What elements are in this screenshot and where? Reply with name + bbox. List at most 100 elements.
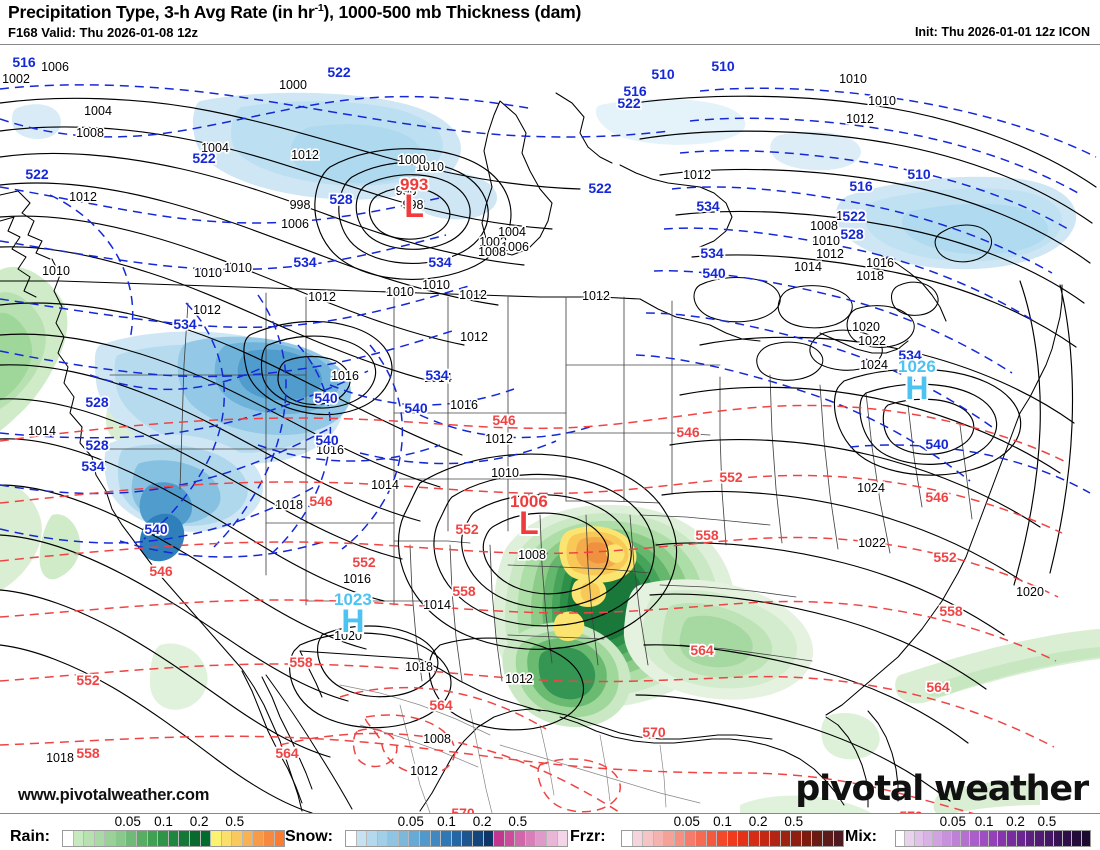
legend-swatch-mix-17 [1053, 831, 1064, 846]
legend-swatch-snow-13 [483, 831, 495, 846]
legend-swatch-frzr-14 [770, 831, 781, 846]
legend-tick-snow-0.5: 0.5 [508, 814, 528, 829]
legend-swatch-mix-1 [905, 831, 915, 846]
low-993-symbol: L [404, 188, 424, 224]
legend-swatch-rain-6 [126, 831, 138, 846]
thickness-cold-contours [0, 84, 1097, 558]
low-1006-symbol: L [519, 505, 539, 541]
legend-ticks-snow: 0.05 0.1 0.2 0.5 [345, 814, 568, 829]
precip-snow-shading [12, 92, 1077, 562]
legend-swatch-frzr-16 [791, 831, 802, 846]
legend-swatch-snow-6 [409, 831, 421, 846]
legend-label-frzr: Frzr: [570, 828, 606, 845]
legend-swatch-frzr-19 [822, 831, 834, 846]
legend-colorbar-rain[interactable] [62, 830, 285, 847]
legend-swatch-mix-15 [1035, 831, 1045, 846]
legend-swatch-frzr-2 [643, 831, 654, 846]
high-1023-symbol: H [341, 603, 365, 639]
legend-tick-snow-0.1: 0.1 [437, 814, 456, 829]
legend-swatch-snow-18 [536, 831, 547, 846]
legend-swatch-frzr-4 [664, 831, 675, 846]
legend-tick-snow-0.2: 0.2 [472, 814, 492, 829]
high-1026-value: 1026 [898, 357, 936, 376]
legend-swatch-rain-7 [137, 831, 148, 846]
legend-label-mix: Mix: [845, 828, 877, 845]
legend-swatch-mix-13 [1016, 831, 1026, 846]
legend-swatch-mix-9 [979, 831, 989, 846]
legend-swatch-frzr-12 [748, 831, 760, 846]
legend-tick-rain-0.05: 0.05 [114, 814, 141, 829]
legend-swatch-rain-3 [94, 831, 106, 846]
low-center-993[interactable]: 993 L [400, 176, 428, 224]
legend-swatch-rain-0 [63, 831, 74, 846]
legend-swatch-frzr-9 [717, 831, 728, 846]
legend-swatch-mix-0 [896, 831, 906, 846]
legend-tick-mix-0.2: 0.2 [1006, 814, 1025, 829]
legend-tick-mix-0.5: 0.5 [1037, 814, 1057, 829]
legend-swatch-rain-14 [211, 831, 222, 846]
high-1023-value: 1023 [334, 590, 372, 609]
legend-swatch-rain-20 [274, 831, 285, 846]
legend-tick-snow-0.05: 0.05 [397, 814, 424, 829]
legend-swatch-snow-17 [525, 831, 537, 846]
map-canvas[interactable]: 993 L 1006 L 1026 H 1023 H 1002 1006 1004… [0, 44, 1100, 814]
legend-group-rain[interactable]: Rain: 0.05 0.1 0.2 0.5 [10, 814, 291, 850]
legend-label-snow: Snow: [285, 828, 333, 845]
init-time-label: Init: Thu 2026-01-01 12z ICON [914, 25, 1090, 39]
legend-swatch-mix-3 [923, 831, 934, 846]
legend-swatch-snow-4 [388, 831, 399, 846]
legend-swatch-frzr-6 [685, 831, 697, 846]
valid-time-label: F168 Valid: Thu 2026-01-08 12z [8, 25, 199, 40]
legend-swatch-rain-15 [221, 831, 233, 846]
legend-swatch-mix-19 [1072, 831, 1082, 846]
legend-tick-rain-0.2: 0.2 [189, 814, 209, 829]
legend-swatch-frzr-0 [622, 831, 633, 846]
legend-swatch-rain-4 [105, 831, 116, 846]
isobar-contours [0, 95, 1097, 813]
thickness-warm-contours [0, 404, 1069, 813]
legend-group-frzr[interactable]: Frzr: 0.05 0.1 0.2 0.5 [570, 814, 850, 850]
legend-swatch-mix-6 [951, 831, 961, 846]
high-center-1026[interactable]: 1026 H [898, 357, 936, 404]
legend-swatch-frzr-8 [706, 831, 718, 846]
legend-swatch-mix-4 [933, 831, 943, 846]
legend-swatch-snow-16 [515, 831, 526, 846]
legend-swatch-mix-12 [1007, 831, 1017, 846]
map-geography [0, 92, 1063, 813]
legend-swatch-mix-14 [1025, 831, 1036, 846]
legend-swatch-rain-5 [115, 831, 127, 846]
legend-swatch-frzr-15 [780, 831, 792, 846]
legend-swatch-snow-11 [462, 831, 473, 846]
legend-tick-mix-0.05: 0.05 [939, 814, 966, 829]
high-center-1023[interactable]: 1023 H [334, 590, 372, 639]
legend-colorbar-snow[interactable] [345, 830, 568, 847]
low-1006-value: 1006 [510, 492, 548, 511]
legend-ticks-frzr: 0.05 0.1 0.2 0.5 [621, 814, 844, 829]
map-header: Precipitation Type, 3-h Avg Rate (in hr-… [0, 0, 1100, 44]
page-title-exponent: -1 [314, 2, 324, 15]
low-center-1006[interactable]: 1006 L [510, 492, 548, 541]
map-svg [0, 84, 1100, 813]
legend-group-snow[interactable]: Snow: 0.05 0.1 0.2 0.5 [285, 814, 574, 850]
watermark-brand: pivotal weather [795, 769, 1089, 809]
legend-label-rain: Rain: [10, 828, 50, 845]
legend-swatch-mix-10 [988, 831, 999, 846]
legend-swatch-snow-9 [441, 831, 452, 846]
legend-swatch-mix-7 [960, 831, 971, 846]
legend-bar: Rain: 0.05 0.1 0.2 0.5 Snow: 0.05 0.1 0.2 0.5 … [0, 814, 1100, 850]
legend-swatch-rain-19 [263, 831, 275, 846]
legend-swatch-rain-18 [253, 831, 264, 846]
legend-swatch-frzr-5 [674, 831, 686, 846]
legend-swatch-snow-3 [377, 831, 389, 846]
legend-tick-frzr-0.2: 0.2 [748, 814, 768, 829]
legend-colorbar-frzr[interactable] [621, 830, 844, 847]
legend-swatch-rain-16 [232, 831, 243, 846]
legend-group-mix[interactable]: Mix: 0.05 0.1 0.2 0.5 [845, 814, 1097, 850]
legend-swatch-rain-1 [73, 831, 85, 846]
legend-swatch-mix-20 [1081, 831, 1090, 846]
legend-swatch-snow-7 [420, 831, 431, 846]
legend-swatch-frzr-10 [727, 831, 739, 846]
legend-swatch-rain-11 [179, 831, 190, 846]
legend-swatch-rain-17 [242, 831, 254, 846]
legend-colorbar-mix[interactable] [895, 830, 1091, 847]
